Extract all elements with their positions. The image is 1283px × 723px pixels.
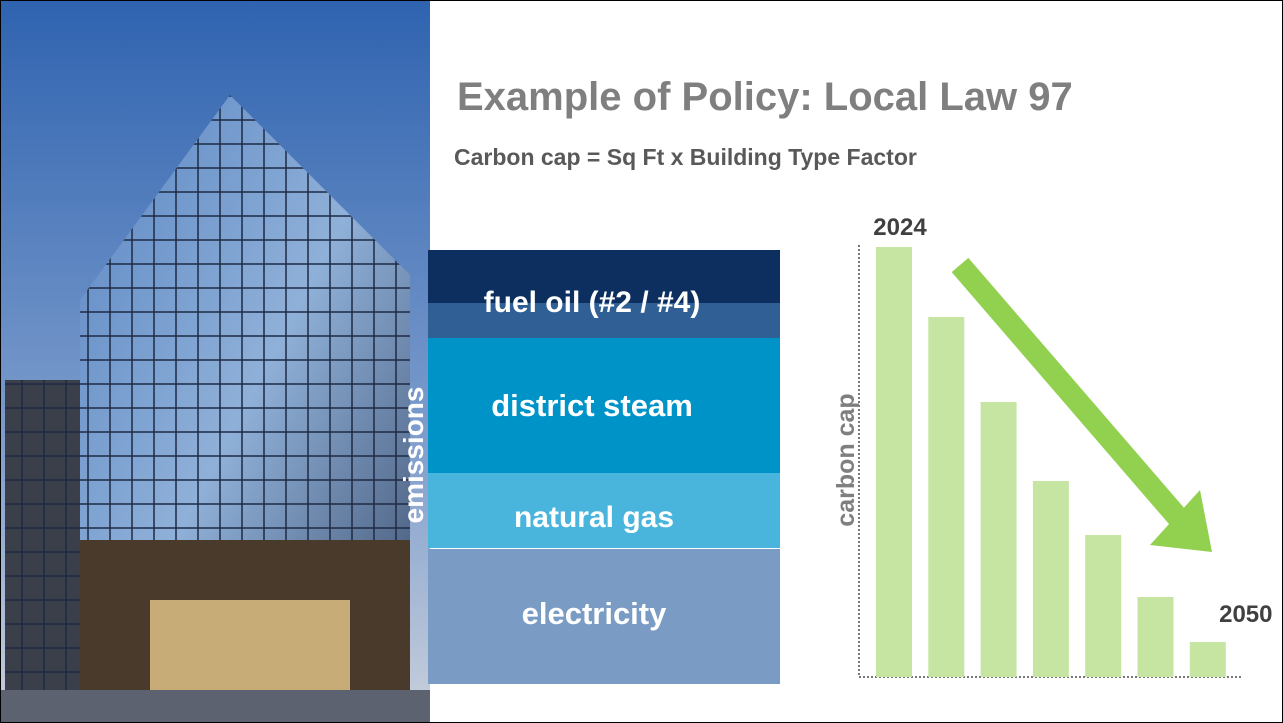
page: {"header": {"title": "Example of Policy:… [0, 0, 1283, 723]
bar [1033, 481, 1069, 677]
building-photo [1, 1, 430, 722]
segment-label: district steam [491, 388, 693, 423]
category-label: 2050 [1219, 601, 1272, 628]
bar [928, 317, 964, 677]
title: Example of Policy: Local Law 97 [457, 75, 1073, 119]
emissions-stack: fuel oil (#2 / #4) district steam natura… [398, 250, 780, 684]
bar [1085, 535, 1121, 677]
slide: Example of Policy: Local Law 97 Carbon c… [0, 0, 1283, 723]
y-axis-label: carbon cap [832, 393, 860, 526]
bar [981, 402, 1017, 677]
subtitle: Carbon cap = Sq Ft x Building Type Facto… [454, 144, 917, 170]
bar [876, 247, 912, 677]
emissions-label: emissions [398, 387, 429, 524]
category-label: 2024 [873, 214, 927, 241]
segment-label: fuel oil (#2 / #4) [484, 286, 701, 319]
segment-label: natural gas [514, 501, 674, 534]
bar [1190, 642, 1226, 677]
segment-label: electricity [522, 596, 668, 631]
bar [1138, 597, 1174, 677]
